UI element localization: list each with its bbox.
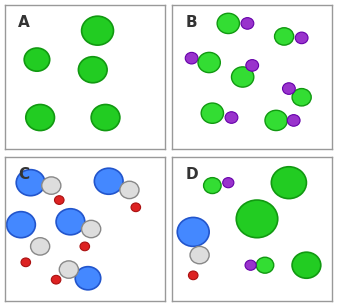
Circle shape (204, 177, 221, 193)
Circle shape (79, 57, 107, 83)
Circle shape (245, 260, 256, 270)
Circle shape (292, 252, 321, 278)
Circle shape (287, 115, 300, 126)
Circle shape (236, 200, 278, 238)
Circle shape (223, 177, 234, 188)
Circle shape (225, 112, 238, 123)
Circle shape (55, 196, 64, 204)
Circle shape (24, 48, 50, 71)
Circle shape (82, 16, 114, 45)
Circle shape (131, 203, 141, 212)
Circle shape (56, 209, 85, 235)
Circle shape (198, 52, 220, 73)
Circle shape (21, 258, 31, 267)
Circle shape (241, 18, 254, 29)
Circle shape (91, 104, 120, 131)
Circle shape (177, 218, 209, 246)
Circle shape (190, 246, 209, 264)
Circle shape (256, 257, 274, 273)
Circle shape (265, 110, 287, 131)
Circle shape (16, 170, 45, 196)
Circle shape (271, 167, 306, 199)
Circle shape (246, 60, 258, 71)
Circle shape (51, 275, 61, 284)
Circle shape (217, 13, 240, 34)
Circle shape (295, 32, 308, 44)
Circle shape (80, 242, 90, 251)
Circle shape (185, 52, 198, 64)
Circle shape (94, 168, 123, 194)
Circle shape (275, 28, 294, 45)
Circle shape (120, 181, 139, 199)
Circle shape (31, 238, 50, 255)
Circle shape (82, 220, 101, 238)
Text: D: D (185, 167, 198, 182)
Text: C: C (18, 167, 29, 182)
Circle shape (75, 267, 101, 290)
Circle shape (7, 212, 35, 238)
Circle shape (282, 83, 295, 94)
Circle shape (26, 104, 55, 131)
Circle shape (201, 103, 223, 123)
Circle shape (59, 261, 79, 278)
Text: B: B (185, 15, 197, 30)
Circle shape (42, 177, 61, 194)
Circle shape (292, 88, 311, 106)
Circle shape (188, 271, 198, 280)
Text: A: A (18, 15, 30, 30)
Circle shape (232, 67, 254, 87)
